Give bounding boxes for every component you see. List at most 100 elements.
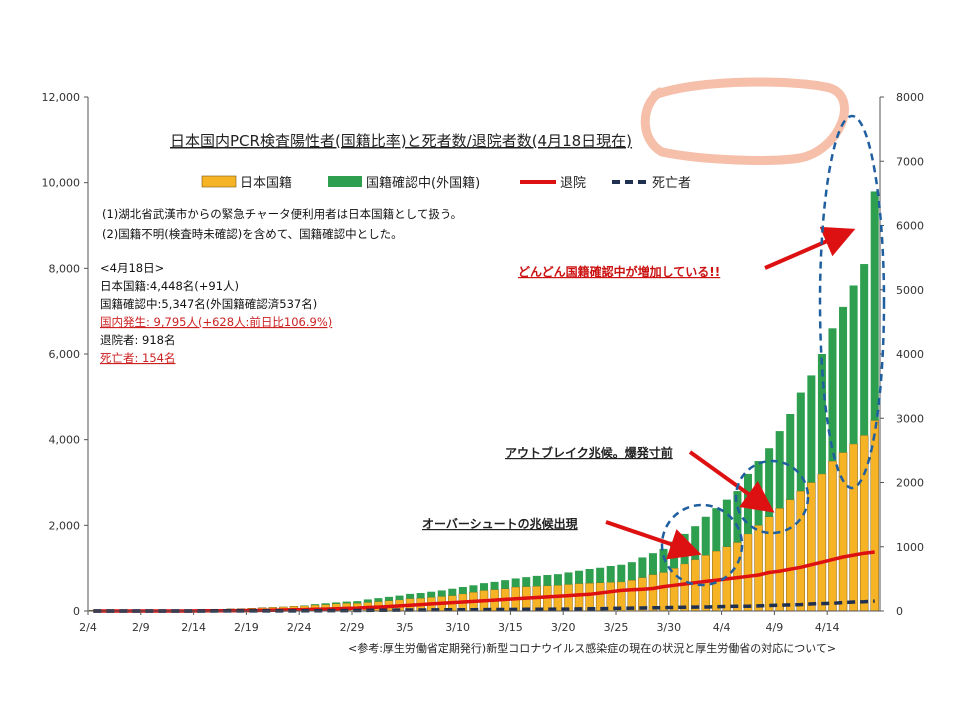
- left-axis-ticks: 0 2,000 4,000 6,000 8,000 10,000 12,000: [42, 91, 88, 618]
- left-tick-label: 4,000: [49, 434, 81, 447]
- x-tick-label: 2/4: [79, 621, 97, 634]
- bar-japanese: [775, 508, 784, 612]
- bar-unconfirmed: [733, 491, 742, 543]
- x-tick-label: 3/25: [604, 621, 629, 634]
- bar-japanese: [574, 583, 584, 612]
- dashed-circle-outbreak-icon: [734, 459, 810, 535]
- bar-japanese: [859, 435, 869, 612]
- x-tick-label: 3/10: [445, 621, 470, 634]
- bar-unconfirmed: [511, 578, 520, 588]
- bar-unconfirmed: [849, 285, 858, 444]
- bar-japanese: [680, 563, 689, 612]
- bar-unconfirmed: [659, 548, 668, 573]
- summary-japanese: 日本国籍:4,448名(+91人): [100, 279, 239, 293]
- x-tick-label: 4/9: [766, 621, 784, 634]
- bar-unconfirmed: [416, 593, 425, 599]
- bar-unconfirmed: [722, 499, 731, 547]
- left-tick-label: 8,000: [49, 262, 81, 275]
- left-tick-label: 6,000: [49, 348, 81, 361]
- bar-unconfirmed: [353, 601, 362, 604]
- note-line-1: (1)湖北省武漢市からの緊急チャータ便利用者は日本国籍として扱う。: [102, 207, 462, 221]
- x-tick-label: 4/14: [815, 621, 840, 634]
- bar-japanese: [817, 473, 827, 612]
- right-axis-ticks: 0 1000 2000 3000 4000 5000 6000 7000 8000: [880, 91, 924, 618]
- x-tick-label: 2/14: [181, 621, 206, 634]
- bar-unconfirmed: [754, 461, 763, 526]
- bar-unconfirmed: [627, 562, 636, 581]
- bar-unconfirmed: [395, 595, 404, 600]
- summary-discharged: 退院者: 918名: [100, 333, 175, 347]
- bar-unconfirmed: [363, 599, 372, 603]
- bar-unconfirmed: [543, 575, 552, 586]
- legend-label-unconfirmed: 国籍確認中(外国籍): [366, 175, 480, 191]
- right-tick-label: 3000: [896, 412, 924, 425]
- bar-unconfirmed: [775, 431, 784, 509]
- bar-unconfirmed: [501, 580, 510, 589]
- left-tick-label: 12,000: [42, 91, 81, 104]
- summary-unconfirmed: 国籍確認中:5,347名(外国籍確認済537名): [100, 297, 317, 311]
- left-tick-label: 2,000: [49, 519, 81, 532]
- arrow-increasing-icon: [764, 226, 856, 270]
- bar-japanese: [764, 516, 774, 612]
- bar-unconfirmed: [469, 585, 478, 593]
- bar-japanese: [595, 582, 605, 612]
- x-tick-label: 2/29: [340, 621, 365, 634]
- bar-unconfirmed: [817, 354, 826, 474]
- bar-unconfirmed: [321, 603, 330, 605]
- bar-unconfirmed: [606, 566, 615, 583]
- bar-japanese: [553, 585, 563, 612]
- bar-unconfirmed: [311, 604, 320, 606]
- annotation-overshoot: オーバーシュートの兆候出現: [422, 516, 578, 531]
- x-tick-label: 2/24: [287, 621, 312, 634]
- summary-deaths: 死亡者: 154名: [100, 351, 175, 365]
- dashed-circle-overshoot-icon: [660, 503, 744, 587]
- legend-label-discharged: 退院: [560, 176, 586, 191]
- chart-title: 日本国内PCR検査陽性者(国籍比率)と死者数/退院者数(4月18日現在): [170, 132, 632, 150]
- bar-unconfirmed: [796, 392, 805, 492]
- bar-unconfirmed: [575, 570, 584, 584]
- bar-unconfirmed: [807, 375, 816, 483]
- x-tick-label: 3/20: [551, 621, 576, 634]
- bar-unconfirmed: [828, 328, 837, 462]
- bar-japanese: [743, 533, 753, 612]
- bar-unconfirmed: [448, 588, 457, 596]
- bar-unconfirmed: [743, 473, 753, 534]
- x-axis-ticks: 2/4 2/9 2/14 2/19 2/24 2/29 3/5 3/10 3/15 3/20 3/2…: [79, 611, 840, 634]
- x-tick-label: 3/30: [656, 621, 681, 634]
- bar-japanese: [648, 574, 658, 612]
- dashed-ellipse-latest-icon: [818, 114, 886, 490]
- bar-unconfirmed: [332, 602, 341, 604]
- bar-unconfirmed: [596, 567, 605, 583]
- bar-unconfirmed: [490, 581, 499, 590]
- bar-unconfirmed: [532, 575, 541, 587]
- left-tick-label: 0: [73, 605, 80, 618]
- bar-unconfirmed: [384, 596, 393, 601]
- summary-domestic: 国内発生: 9,795人(+628人:前日比106.9%): [100, 315, 332, 329]
- legend-label-japanese: 日本国籍: [240, 175, 292, 191]
- source-note: <参考:厚生労働省定期発行)新型コロナウイルス感染症の現在の状況と厚生労働省の対…: [348, 641, 836, 655]
- legend-label-deaths: 死亡者: [652, 176, 691, 191]
- bar-japanese: [786, 499, 795, 612]
- bar-unconfirmed: [479, 583, 489, 591]
- legend-swatch-unconfirmed: [328, 176, 362, 187]
- highlight-circle-icon: [640, 77, 849, 165]
- bar-unconfirmed: [648, 553, 657, 575]
- bar-unconfirmed: [522, 577, 531, 587]
- right-tick-label: 7000: [896, 155, 924, 168]
- bar-unconfirmed: [437, 590, 446, 597]
- bar-unconfirmed: [585, 569, 594, 584]
- arrow-overshoot-icon: [605, 520, 702, 560]
- right-tick-label: 1000: [896, 541, 924, 554]
- x-tick-label: 2/19: [234, 621, 259, 634]
- annotation-outbreak: アウトブレイク兆候。爆発寸前: [505, 445, 673, 460]
- bar-japanese: [849, 443, 858, 612]
- x-tick-label: 2/9: [132, 621, 150, 634]
- bar-japanese: [564, 584, 573, 612]
- bar-japanese: [796, 490, 806, 612]
- x-tick-label: 3/5: [396, 621, 414, 634]
- bar-japanese: [659, 572, 668, 612]
- x-tick-label: 4/4: [713, 621, 731, 634]
- legend-swatch-japanese: [201, 175, 237, 188]
- right-tick-label: 5000: [896, 284, 924, 297]
